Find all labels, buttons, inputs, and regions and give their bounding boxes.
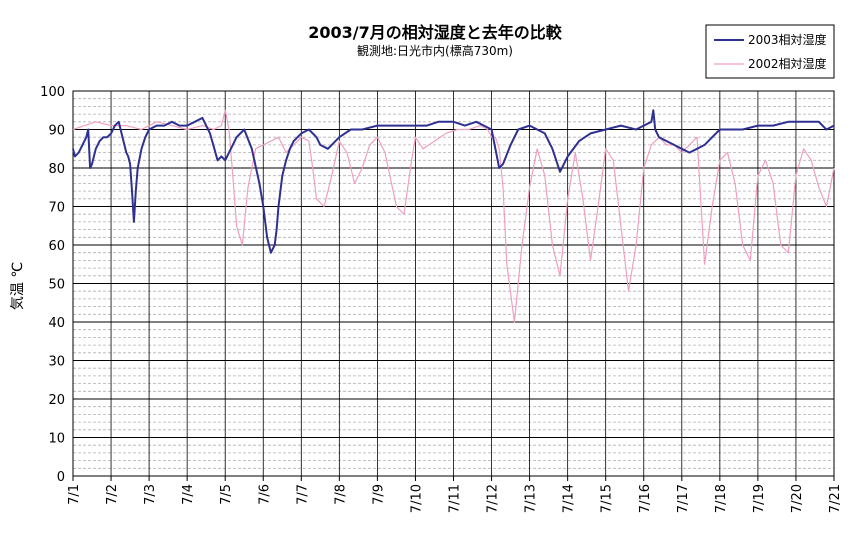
x-tick-label: 7/6 [257, 484, 272, 505]
x-tick-label: 7/7 [295, 484, 310, 505]
chart-title: 2003/7月の相対湿度と去年の比較 [308, 23, 563, 42]
x-tick-label: 7/10 [409, 484, 424, 513]
y-axis-label: 気温 ℃ [10, 262, 26, 310]
x-tick-label: 7/1 [67, 484, 82, 505]
legend-label-2002: 2002相対湿度 [748, 56, 827, 71]
x-tick-label: 7/13 [524, 484, 539, 513]
grid-layer [72, 90, 835, 477]
chart-subtitle: 観測地:日光市内(標高730m) [357, 43, 513, 58]
y-tick-label: 20 [48, 393, 65, 408]
x-tick-label: 7/9 [371, 484, 386, 505]
legend: 2003相対湿度 2002相対湿度 [705, 24, 835, 79]
y-tick-label: 0 [57, 470, 65, 485]
y-tick-label: 70 [48, 201, 65, 216]
x-tick-label: 7/12 [486, 484, 501, 513]
x-tick-label: 7/19 [752, 484, 767, 513]
legend-label-2003: 2003相対湿度 [748, 32, 827, 47]
y-tick-label: 40 [48, 316, 65, 331]
x-tick-label: 7/18 [714, 484, 729, 513]
x-tick-label: 7/14 [562, 484, 577, 513]
x-tick-label: 7/2 [105, 484, 120, 505]
legend-box [705, 24, 835, 79]
y-tick-label: 50 [48, 278, 65, 293]
y-tick-label: 60 [48, 239, 65, 254]
y-tick-label: 10 [48, 432, 65, 447]
x-tick-label: 7/20 [790, 484, 805, 513]
x-tick-label: 7/17 [676, 484, 691, 513]
y-tick-label: 90 [48, 124, 65, 139]
x-tick-label: 7/3 [143, 484, 158, 505]
x-tick-label: 7/16 [638, 484, 653, 513]
x-tick-label: 7/4 [181, 484, 196, 505]
x-tick-label: 7/21 [828, 484, 843, 513]
axis-layer: 0 10 20 30 40 50 60 70 80 90 100 7/1 7/2 7/3 7/4 7/5 7/6… [40, 85, 843, 513]
y-tick-label: 80 [48, 162, 65, 177]
series-line-2002 [72, 109, 835, 323]
x-tick-label: 7/15 [600, 484, 615, 513]
y-tick-label: 100 [40, 85, 65, 100]
series-layer [72, 109, 835, 323]
series-line-2003 [72, 109, 835, 254]
x-tick-label: 7/8 [333, 484, 348, 505]
x-tick-label: 7/11 [448, 484, 463, 513]
x-tick-label: 7/5 [219, 484, 234, 505]
y-tick-label: 30 [48, 355, 65, 370]
